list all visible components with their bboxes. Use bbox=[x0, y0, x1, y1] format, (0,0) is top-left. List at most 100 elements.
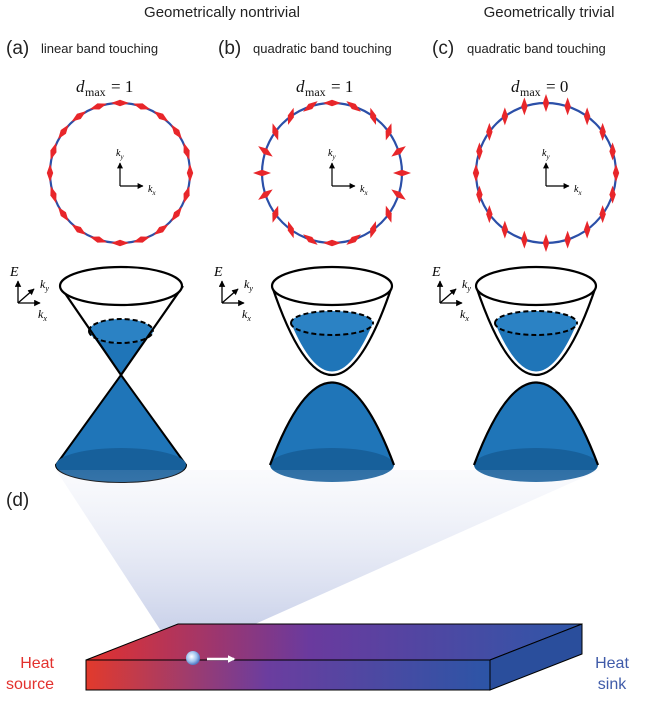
ky-label: ky bbox=[542, 148, 550, 161]
band-diagram-b bbox=[268, 265, 396, 482]
fermi-surface bbox=[291, 311, 373, 335]
pseudospin-arrow bbox=[111, 99, 129, 107]
lower-paraboloid-outline bbox=[472, 381, 600, 466]
pseudospin-arrow bbox=[521, 230, 528, 249]
circle-a-axes: ky kx bbox=[116, 148, 156, 197]
pseudospin-arrow bbox=[89, 103, 107, 110]
header-nontrivial: Geometrically nontrivial bbox=[144, 4, 300, 21]
pseudospin-arrow bbox=[71, 111, 87, 122]
band-a-axes: E ky kx bbox=[9, 265, 49, 323]
pseudospin-arrow bbox=[501, 220, 509, 239]
dmax-subscript: max bbox=[305, 85, 326, 99]
band-diagram-c bbox=[472, 265, 600, 482]
dmax-value: = 1 bbox=[111, 77, 133, 96]
pseudospin-arrow bbox=[303, 101, 318, 112]
panel-a-caption: (a) linear band touching bbox=[6, 38, 158, 59]
fermi-level-dashed bbox=[494, 322, 578, 336]
upper-paraboloid-outline bbox=[474, 285, 598, 377]
pseudospin-arrow bbox=[258, 146, 273, 157]
band-diagram-a bbox=[54, 265, 188, 483]
band-c-axes: E ky kx bbox=[431, 265, 471, 323]
E-label: E bbox=[9, 265, 19, 280]
thermal-slab bbox=[85, 623, 583, 691]
pseudospin-arrow bbox=[385, 205, 392, 223]
panel-d-letter: (d) bbox=[6, 490, 29, 511]
pseudospin-arrow bbox=[171, 206, 182, 222]
pseudospin-arrow bbox=[50, 142, 57, 160]
ky-label: ky bbox=[462, 277, 471, 293]
band-b-axes: E ky kx bbox=[213, 265, 253, 323]
ky-axis-arrow bbox=[17, 288, 35, 304]
pseudospin-arrow bbox=[272, 123, 279, 141]
fermi-level-dashed bbox=[290, 322, 374, 336]
panel-b-letter: (b) bbox=[218, 38, 241, 59]
dmax-symbol: d bbox=[511, 77, 520, 96]
pseudospin-arrow bbox=[111, 239, 129, 247]
pseudospin-circle-c bbox=[472, 94, 620, 252]
lower-paraboloid-outline bbox=[268, 381, 396, 466]
pseudospin-arrow bbox=[391, 146, 406, 157]
pseudospin-arrow bbox=[583, 220, 591, 239]
heat-source-label-line2: source bbox=[6, 676, 54, 693]
fermi-level-dashed bbox=[88, 318, 154, 332]
pseudospin-arrow bbox=[346, 101, 361, 112]
pseudospin-arrow bbox=[46, 164, 54, 182]
pseudospin-arrow bbox=[583, 107, 591, 126]
pseudospin-arrow bbox=[486, 205, 493, 224]
pseudospin-arrow bbox=[476, 142, 483, 161]
pseudospin-arrow bbox=[153, 224, 169, 235]
pseudospin-arrow bbox=[542, 94, 550, 112]
pseudospin-arrow bbox=[183, 186, 190, 204]
panel-c-caption-text: quadratic band touching bbox=[467, 41, 606, 56]
pseudospin-arrow bbox=[58, 124, 69, 140]
fermi-surface bbox=[89, 319, 153, 343]
heat-source-label-line1: Heat bbox=[20, 655, 54, 672]
pseudospin-arrow bbox=[186, 164, 194, 182]
pseudospin-arrow bbox=[253, 169, 271, 177]
pseudospin-arrow bbox=[472, 164, 480, 182]
upper-paraboloid-rim bbox=[270, 265, 394, 307]
pseudospin-arrow bbox=[599, 122, 606, 141]
pseudospin-arrow bbox=[323, 99, 341, 107]
pseudospin-arrow bbox=[71, 224, 87, 235]
pseudospin-arrow bbox=[564, 97, 571, 116]
pseudospin-arrow bbox=[609, 142, 616, 161]
pseudospin-arrow bbox=[346, 234, 361, 245]
pseudospin-arrow bbox=[370, 221, 377, 239]
pseudospin-arrow bbox=[385, 123, 392, 141]
E-label: E bbox=[431, 265, 441, 280]
pseudospin-arrow bbox=[486, 122, 493, 141]
header-trivial: Geometrically trivial bbox=[484, 4, 615, 21]
kx-label: kx bbox=[574, 184, 582, 197]
upper-paraboloid-outline bbox=[270, 285, 394, 377]
heat-sink-label-line2: sink bbox=[598, 676, 627, 693]
kx-label: kx bbox=[360, 184, 368, 197]
upper-paraboloid-fill bbox=[495, 323, 577, 372]
pseudospin-arrow bbox=[287, 221, 294, 239]
pseudospin-arrow bbox=[258, 189, 273, 200]
pseudospin-arrow bbox=[50, 186, 57, 204]
kx-label: kx bbox=[148, 184, 156, 197]
E-label: E bbox=[213, 265, 223, 280]
slab-side-face bbox=[489, 623, 583, 691]
kx-label: kx bbox=[242, 307, 251, 323]
projection-beam bbox=[56, 470, 600, 654]
pseudospin-arrow bbox=[153, 111, 169, 122]
dmax-subscript: max bbox=[520, 85, 541, 99]
dmax-value: = 0 bbox=[546, 77, 568, 96]
pseudospin-arrow bbox=[391, 189, 406, 200]
upper-cone-rim bbox=[58, 265, 184, 307]
pseudospin-arrow bbox=[272, 205, 279, 223]
panel-b-dmax: d max = 1 bbox=[296, 77, 353, 99]
pseudospin-arrow bbox=[476, 185, 483, 204]
fermi-surface bbox=[495, 311, 577, 335]
fermi-level-dashed bbox=[494, 310, 578, 324]
fermi-level-dashed bbox=[88, 330, 154, 344]
panel-a-dmax: d max = 1 bbox=[76, 77, 133, 99]
pseudospin-arrow bbox=[564, 230, 571, 249]
panel-a-caption-text: linear band touching bbox=[41, 41, 158, 56]
upper-cone-outline bbox=[59, 285, 184, 377]
ky-label: ky bbox=[328, 148, 336, 161]
heat-sink-label-line1: Heat bbox=[595, 655, 629, 672]
circle-b-axes: ky kx bbox=[328, 148, 368, 197]
